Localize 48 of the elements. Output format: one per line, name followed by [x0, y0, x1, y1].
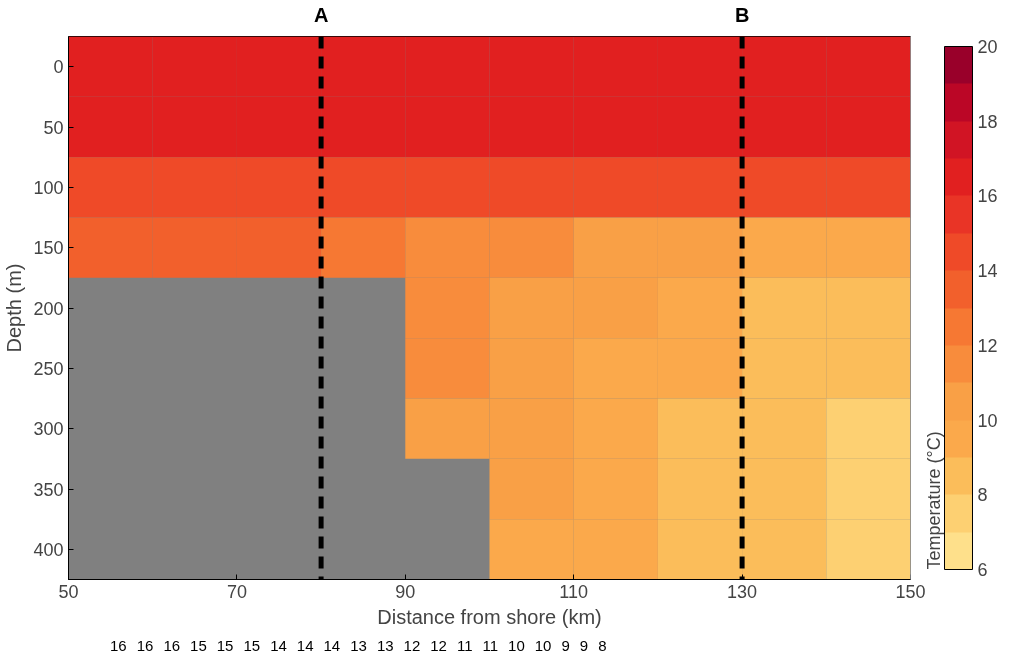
y-tick-label: 0 — [53, 57, 64, 78]
y-axis-title: Depth (m) — [3, 263, 26, 353]
text: 10 — [508, 637, 525, 654]
color-bar-label: 16 — [977, 186, 998, 207]
text: 16 — [110, 637, 127, 654]
text: 12 — [430, 637, 447, 654]
x-tick-label: 70 — [226, 581, 247, 602]
color-bar-label: 6 — [977, 560, 988, 580]
text: 11 — [456, 637, 473, 654]
color-bar-label: 14 — [977, 261, 998, 282]
text: 11 — [482, 637, 499, 654]
x-tick-label: 50 — [58, 581, 79, 602]
x-tick-label: 110 — [559, 581, 589, 602]
x-tick-label: 150 — [895, 581, 926, 602]
color-bar-title: Temperature (°C) — [923, 431, 944, 570]
y-tick-label: 350 — [33, 479, 64, 500]
y-tick-label: 300 — [33, 419, 64, 440]
y-tick-label: 250 — [33, 358, 64, 379]
text: 9 — [579, 637, 589, 654]
text: 16 — [163, 637, 181, 654]
text: 15 — [216, 637, 234, 654]
text: 13 — [350, 637, 367, 654]
color-bar-label: 8 — [977, 485, 988, 506]
text: 9 — [561, 637, 570, 654]
text: 14 — [296, 637, 314, 654]
y-tick-label: 100 — [33, 177, 64, 198]
text: 15 — [243, 637, 261, 654]
y-tick-label: 150 — [33, 238, 64, 259]
text: 8 — [598, 637, 607, 654]
ref-line-label: B — [734, 3, 750, 26]
color-bar-label: 20 — [977, 37, 998, 57]
ref-line-label: A — [313, 3, 329, 26]
color-bar-label: 12 — [977, 335, 998, 356]
color-bar-label: 18 — [977, 111, 998, 132]
text: 16 — [136, 637, 154, 654]
text: 14 — [323, 637, 341, 654]
text: 10 — [534, 637, 552, 654]
text: 12 — [403, 637, 421, 654]
y-tick-label: 400 — [33, 539, 64, 560]
color-bar-label: 10 — [977, 410, 998, 431]
x-tick-label: 90 — [395, 581, 416, 602]
x-tick-label: 130 — [727, 581, 758, 602]
text: 13 — [376, 637, 394, 654]
text: 14 — [270, 637, 287, 654]
y-tick-label: 200 — [33, 298, 64, 319]
text: 15 — [190, 637, 207, 654]
y-tick-label: 50 — [43, 117, 64, 138]
x-axis-title: Distance from shore (km) — [377, 605, 602, 628]
